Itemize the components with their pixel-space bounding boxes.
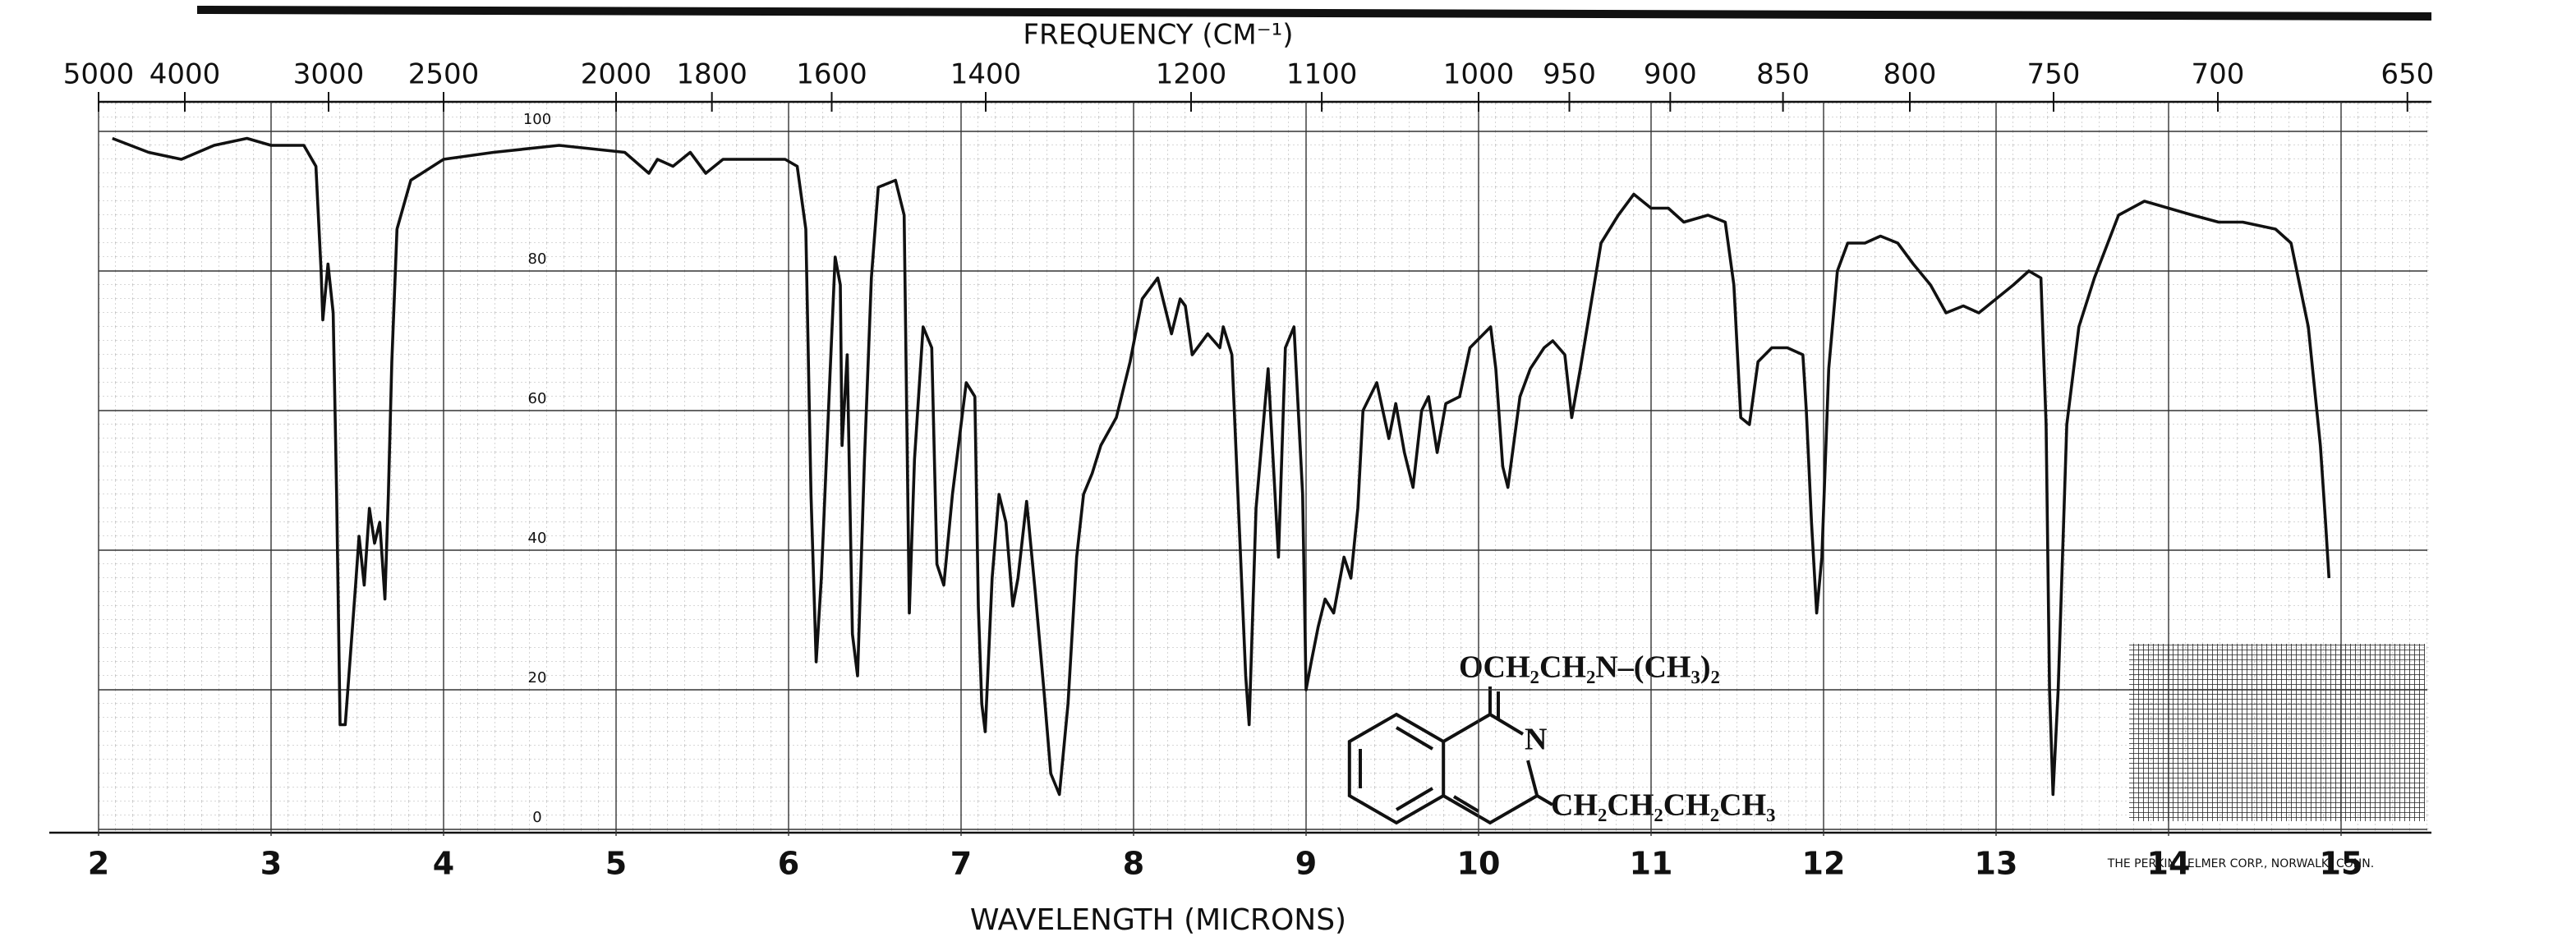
y-tick-label: 20 — [528, 669, 547, 687]
x-tick-label: 11 — [1630, 846, 1673, 882]
substituent-top: OCH₂CH₂N–(CH₃)₂ — [1459, 650, 1720, 685]
x-tick-label: 2 — [88, 846, 109, 882]
x-tick-label: 14 — [2147, 846, 2191, 882]
minor-grid — [99, 102, 2431, 833]
x2-tick-label: 850 — [1756, 58, 1810, 91]
x-tick-label: 10 — [1457, 846, 1501, 882]
x-tick-label: 8 — [1123, 846, 1144, 882]
y-tick-label: 0 — [532, 809, 541, 826]
x-tick-label: 13 — [1975, 846, 2018, 882]
x2-tick-label: 1100 — [1286, 58, 1358, 91]
manufacturer: THE PERKIN - ELMER CORP., NORWALK, CONN. — [2107, 857, 2374, 870]
x-tick-label: 7 — [950, 846, 972, 882]
x2-tick-label: 1800 — [676, 58, 748, 91]
x2-tick-label: 4000 — [150, 58, 221, 91]
x2-tick-label: 1400 — [950, 58, 1022, 91]
y-tick-label: 60 — [528, 390, 547, 407]
x-tick-label: 12 — [1802, 846, 1846, 882]
top-border — [196, 6, 2432, 21]
ring-double-bonds — [1359, 726, 1434, 811]
structure — [1347, 687, 1554, 825]
x2-tick-label: 2500 — [408, 58, 480, 91]
substituent-side: CH₂CH₂CH₂CH₃ — [1551, 788, 1776, 823]
x-tick-label: 5 — [605, 846, 627, 882]
x2-tick-label: 1000 — [1443, 58, 1515, 91]
x2-tick-label: 950 — [1543, 58, 1596, 91]
x2-tick-label: 700 — [2192, 58, 2245, 91]
x2-tick-label: 1200 — [1156, 58, 1227, 91]
y-tick-label: 100 — [523, 111, 551, 128]
x2-tick-label: 1600 — [796, 58, 867, 91]
mesh-box — [2129, 644, 2425, 821]
x-tick-label: 6 — [778, 846, 799, 882]
o-bond — [1488, 687, 1500, 719]
x2-tick-label: 900 — [1644, 58, 1697, 91]
x-axis-label: WAVELENGTH (MICRONS) — [970, 903, 1346, 937]
ring-nitrogen: N — [1525, 723, 1547, 757]
x2-tick-label: 3000 — [293, 58, 365, 91]
x-tick-label: 9 — [1295, 846, 1317, 882]
x-tick-label: 15 — [2320, 846, 2363, 882]
x2-tick-label: 750 — [2027, 58, 2081, 91]
chart-title: FREQUENCY (CM⁻¹) — [1023, 19, 1293, 52]
x-tick-label: 3 — [260, 846, 282, 882]
x2-tick-label: 2000 — [581, 58, 652, 91]
y-tick-label: 80 — [528, 250, 547, 268]
x2-tick-label: 5000 — [63, 58, 135, 91]
x-tick-label: 4 — [433, 846, 454, 882]
y-tick-label: 40 — [528, 530, 547, 547]
x2-tick-label: 650 — [2380, 58, 2434, 91]
x2-tick-label: 800 — [1884, 58, 1937, 91]
spectrum-line — [112, 136, 2331, 797]
